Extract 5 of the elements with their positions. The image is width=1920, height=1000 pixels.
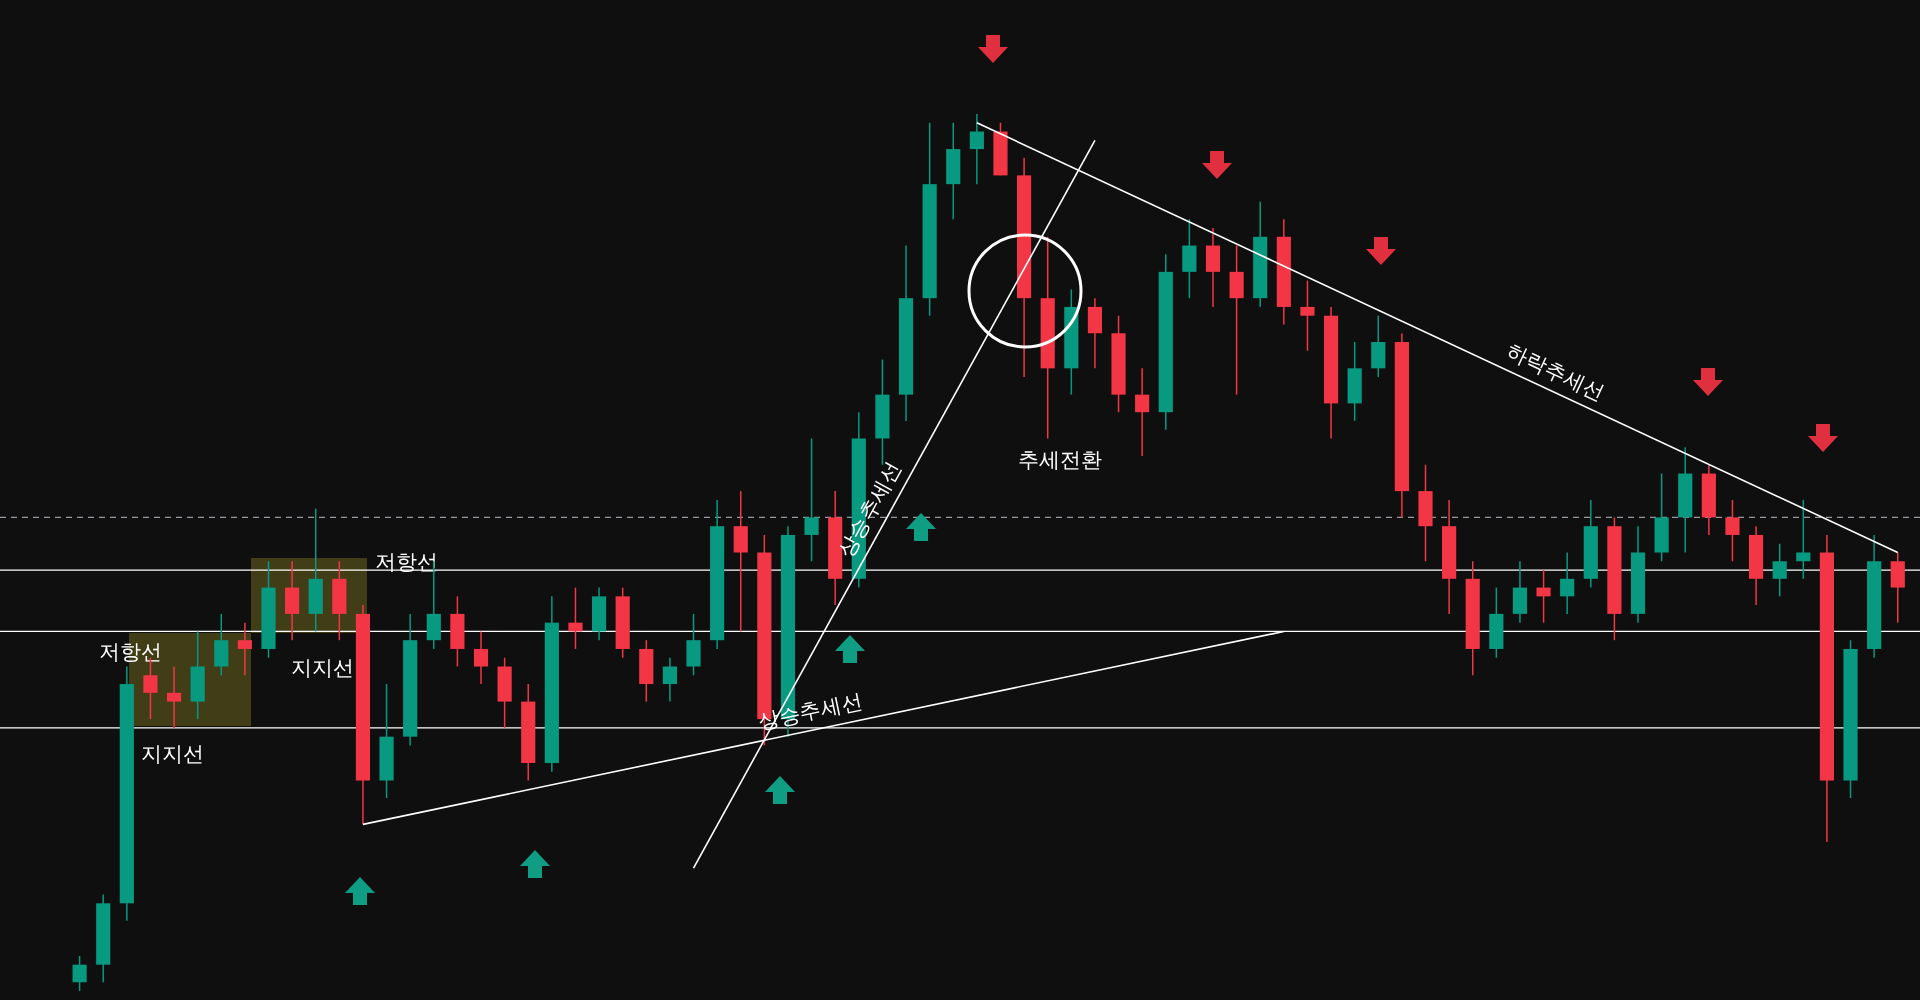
annotation: 저항선: [98, 640, 162, 664]
annotation: 추세전환: [1018, 448, 1102, 472]
annotation: 저항선: [374, 550, 438, 574]
annotation: 지지선: [290, 656, 354, 680]
annotation: 지지선: [140, 742, 204, 766]
